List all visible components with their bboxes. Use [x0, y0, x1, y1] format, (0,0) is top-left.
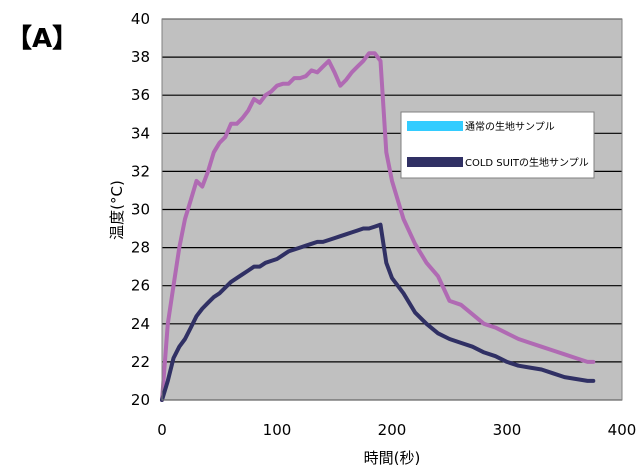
legend-swatch	[407, 157, 463, 167]
x-tick-label: 200	[378, 421, 407, 439]
y-axis-label: 温度(°C)	[108, 180, 126, 240]
y-tick-label: 38	[131, 48, 150, 66]
legend-swatch	[407, 121, 463, 131]
x-tick-label: 400	[608, 421, 637, 439]
legend-label: COLD SUITの生地サンプル	[465, 156, 589, 169]
y-tick-label: 32	[131, 162, 150, 180]
y-tick-label: 28	[131, 239, 150, 257]
y-tick-label: 34	[131, 124, 150, 142]
x-tick-label: 300	[493, 421, 522, 439]
y-tick-label: 30	[131, 201, 150, 219]
panel-label: 【A】	[6, 24, 79, 54]
plot-border	[161, 18, 623, 401]
legend: 通常の生地サンプル COLD SUITの生地サンプル	[400, 111, 595, 179]
y-tick-label: 22	[131, 353, 150, 371]
y-tick-label: 20	[131, 391, 150, 409]
y-tick-label: 36	[131, 86, 150, 104]
y-tick-label: 24	[131, 315, 150, 333]
x-axis-label: 時間(秒)	[364, 449, 421, 467]
y-tick-label: 26	[131, 277, 150, 295]
series-line-1	[160, 51, 596, 402]
y-tick-label: 40	[131, 10, 150, 28]
x-axis-ticks: 0 100 200 300 400	[157, 421, 636, 439]
x-tick-label: 100	[263, 421, 292, 439]
y-axis-ticks: 20 22 24 26 28 30 32 34 36 38 40	[131, 10, 150, 409]
x-tick-label: 0	[157, 421, 167, 439]
legend-label: 通常の生地サンプル	[465, 120, 555, 133]
series-lines	[160, 51, 596, 402]
series-line-2	[160, 222, 596, 402]
